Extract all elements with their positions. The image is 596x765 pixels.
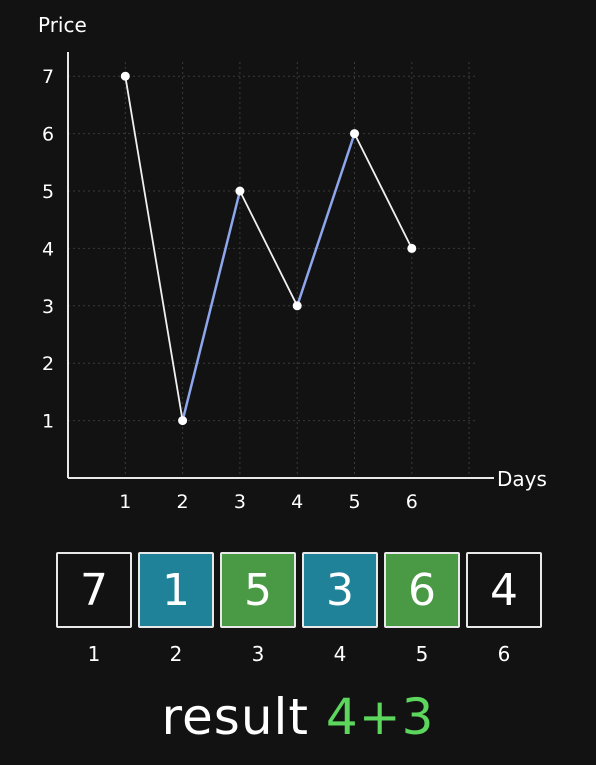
highlighted-segment xyxy=(181,189,242,422)
y-axis-label: Price xyxy=(38,13,87,37)
x-tick-label: 2 xyxy=(177,491,189,513)
chart-axes xyxy=(67,52,494,479)
cell-index: 6 xyxy=(497,642,511,666)
cell-index: 5 xyxy=(415,642,429,666)
x-tick-label: 1 xyxy=(119,491,131,513)
y-tick-label: 5 xyxy=(42,181,54,203)
y-tick-label: 1 xyxy=(42,411,54,433)
day-index-row: 1 2 3 4 5 6 xyxy=(56,642,542,666)
result-line: result 4+3 xyxy=(0,688,596,746)
data-point xyxy=(178,416,188,426)
y-tick-label: 6 xyxy=(42,124,54,146)
result-value: 4+3 xyxy=(325,688,435,746)
data-point xyxy=(120,71,130,81)
array-cell: 5 xyxy=(220,552,296,628)
array-cell: 6 xyxy=(384,552,460,628)
cell-index: 1 xyxy=(87,642,101,666)
chart-grid xyxy=(68,62,478,478)
x-tick-labels: 1 2 3 4 5 6 xyxy=(119,491,418,513)
x-tick-label: 4 xyxy=(291,491,303,513)
y-tick-label: 2 xyxy=(42,353,54,375)
price-line xyxy=(124,75,413,422)
array-cell: 1 xyxy=(138,552,214,628)
cell-index: 2 xyxy=(169,642,183,666)
cell-index: 3 xyxy=(251,642,265,666)
y-tick-labels: 1 2 3 4 5 6 7 xyxy=(42,66,54,432)
x-tick-label: 5 xyxy=(348,491,360,513)
price-chart: 1 2 3 4 5 6 7 1 2 3 4 5 6 Price Days xyxy=(38,13,547,513)
highlighted-segment xyxy=(295,132,356,308)
x-tick-label: 3 xyxy=(234,491,246,513)
price-points xyxy=(120,71,417,426)
line-segment xyxy=(238,190,299,307)
line-segment xyxy=(124,75,184,422)
y-tick-label: 7 xyxy=(42,66,54,88)
data-point xyxy=(407,243,417,253)
data-point xyxy=(350,129,359,139)
y-tick-label: 3 xyxy=(42,296,54,318)
data-point xyxy=(292,301,302,311)
array-cell: 3 xyxy=(302,552,378,628)
x-tick-label: 6 xyxy=(406,491,418,513)
array-cell: 7 xyxy=(56,552,132,628)
y-tick-label: 4 xyxy=(42,238,54,260)
cell-index: 4 xyxy=(333,642,347,666)
data-point xyxy=(235,186,245,196)
array-cell: 4 xyxy=(466,552,542,628)
x-axis-label: Days xyxy=(497,467,547,491)
line-segment xyxy=(353,132,413,250)
result-label: result xyxy=(161,688,310,746)
